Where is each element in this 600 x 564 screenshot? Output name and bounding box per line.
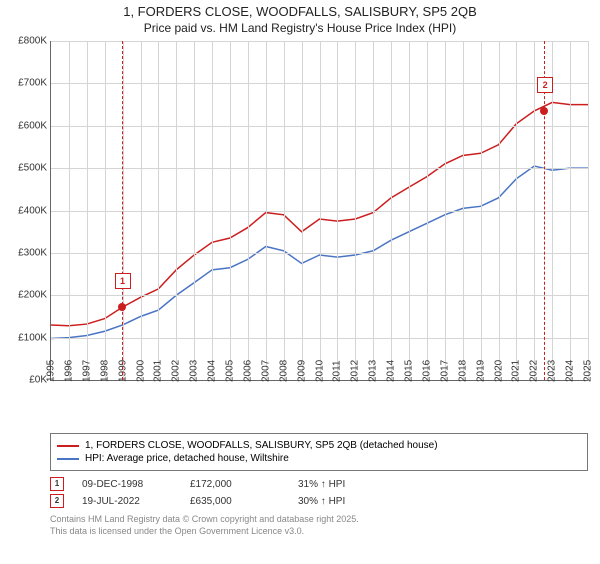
xlabel: 2014 xyxy=(386,360,397,382)
xlabel: 2018 xyxy=(457,360,468,382)
xlabel: 2012 xyxy=(350,360,361,382)
xlabel: 2019 xyxy=(475,360,486,382)
xlabel: 2020 xyxy=(493,360,504,382)
xlabel: 2005 xyxy=(225,360,236,382)
chart-subtitle: Price paid vs. HM Land Registry's House … xyxy=(0,21,600,35)
xlabel: 1996 xyxy=(63,360,74,382)
xlabel: 2008 xyxy=(278,360,289,382)
xlabel: 2004 xyxy=(207,360,218,382)
legend-swatch-series2 xyxy=(57,458,79,460)
xlabel: 2011 xyxy=(332,360,343,382)
xlabel: 1995 xyxy=(46,360,57,382)
sale-notes: 109-DEC-1998£172,00031% ↑ HPI 219-JUL-202… xyxy=(50,477,588,508)
ylabel: £0K xyxy=(29,375,47,386)
legend-row-series1: 1, FORDERS CLOSE, WOODFALLS, SALISBURY, … xyxy=(57,440,581,451)
legend-row-series2: HPI: Average price, detached house, Wilt… xyxy=(57,453,581,464)
xlabel: 1998 xyxy=(99,360,110,382)
disclaimer-line1: Contains HM Land Registry data © Crown c… xyxy=(50,514,588,526)
xlabel: 2021 xyxy=(511,360,522,382)
xlabel: 1997 xyxy=(81,360,92,382)
ylabel: £300K xyxy=(18,247,47,258)
plot-area: £0K£100K£200K£300K£400K£500K£600K£700K£8… xyxy=(50,41,588,381)
xlabel: 2024 xyxy=(565,360,576,382)
xlabel: 2000 xyxy=(135,360,146,382)
sale-marker-2: 2 xyxy=(537,77,553,93)
xlabel: 2023 xyxy=(547,360,558,382)
legend-swatch-series1 xyxy=(57,445,79,447)
xlabel: 2025 xyxy=(583,360,594,382)
xlabel: 2013 xyxy=(368,360,379,382)
ylabel: £200K xyxy=(18,290,47,301)
xlabel: 2001 xyxy=(153,360,164,382)
chart-area: £0K£100K£200K£300K£400K£500K£600K£700K£8… xyxy=(50,41,588,401)
xlabel: 2007 xyxy=(260,360,271,382)
disclaimer: Contains HM Land Registry data © Crown c… xyxy=(50,514,588,537)
ylabel: £500K xyxy=(18,163,47,174)
ylabel: £600K xyxy=(18,120,47,131)
legend-box: 1, FORDERS CLOSE, WOODFALLS, SALISBURY, … xyxy=(50,433,588,471)
xlabel: 2015 xyxy=(404,360,415,382)
sale-note-row: 109-DEC-1998£172,00031% ↑ HPI xyxy=(50,477,588,491)
xlabel: 2009 xyxy=(296,360,307,382)
xlabel: 2016 xyxy=(421,360,432,382)
ylabel: £800K xyxy=(18,36,47,47)
sale-marker-1: 1 xyxy=(115,273,131,289)
xlabel: 2003 xyxy=(189,360,200,382)
xlabel: 2006 xyxy=(242,360,253,382)
xlabel: 2010 xyxy=(314,360,325,382)
ylabel: £400K xyxy=(18,205,47,216)
disclaimer-line2: This data is licensed under the Open Gov… xyxy=(50,526,588,538)
legend-label-series2: HPI: Average price, detached house, Wilt… xyxy=(85,453,289,464)
xlabel: 1999 xyxy=(117,360,128,382)
chart-container: 1, FORDERS CLOSE, WOODFALLS, SALISBURY, … xyxy=(0,4,600,564)
chart-title: 1, FORDERS CLOSE, WOODFALLS, SALISBURY, … xyxy=(0,4,600,19)
xlabel: 2022 xyxy=(529,360,540,382)
xlabel: 2017 xyxy=(439,360,450,382)
sale-note-row: 219-JUL-2022£635,00030% ↑ HPI xyxy=(50,494,588,508)
ylabel: £700K xyxy=(18,78,47,89)
ylabel: £100K xyxy=(18,332,47,343)
legend-label-series1: 1, FORDERS CLOSE, WOODFALLS, SALISBURY, … xyxy=(85,440,438,451)
xlabel: 2002 xyxy=(171,360,182,382)
